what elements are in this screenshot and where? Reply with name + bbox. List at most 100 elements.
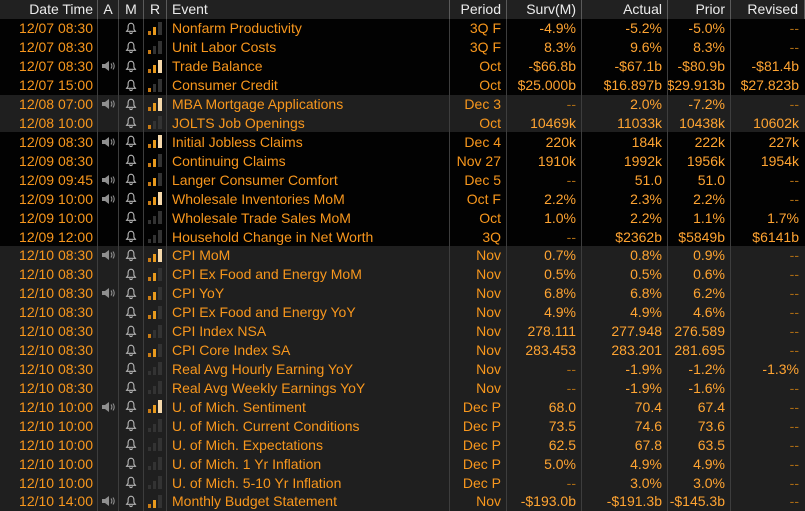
table-row[interactable]: 12/09 08:30 Continuing Claims Nov 27 1910k 1… xyxy=(0,151,805,171)
survey-cell: 283.453 xyxy=(507,340,582,360)
table-row[interactable]: 12/10 10:00 U. of Mich. Sentiment Dec P 68.… xyxy=(0,397,805,417)
bell-icon[interactable] xyxy=(125,306,137,319)
monitor-cell[interactable] xyxy=(119,75,144,95)
event-cell: CPI MoM xyxy=(167,245,450,265)
bell-icon[interactable] xyxy=(125,98,137,111)
table-row[interactable]: 12/09 12:00 Household Change in Net Worth… xyxy=(0,227,805,246)
bell-icon[interactable] xyxy=(125,22,137,35)
table-row[interactable]: 12/08 07:00 MBA Mortgage Applications Dec … xyxy=(0,94,805,114)
table-row[interactable]: 12/10 10:00 U. of Mich. Expectations Dec P… xyxy=(0,435,805,455)
monitor-cell[interactable] xyxy=(119,18,144,38)
actual-cell: -1.9% xyxy=(582,378,668,398)
survey-cell: 220k xyxy=(507,132,582,152)
monitor-cell[interactable] xyxy=(119,340,144,360)
table-row[interactable]: 12/07 08:30 Unit Labor Costs 3Q F 8.3% 9.6% 8… xyxy=(0,37,805,57)
table-row[interactable]: 12/09 08:30 Initial Jobless Claims Dec 4 22… xyxy=(0,132,805,152)
bell-icon[interactable] xyxy=(125,400,137,413)
datetime-cell: 12/10 08:30 xyxy=(0,340,98,360)
speaker-icon xyxy=(102,250,115,261)
period-cell: Dec P xyxy=(450,473,507,492)
bell-icon[interactable] xyxy=(125,60,137,73)
monitor-cell[interactable] xyxy=(119,94,144,114)
datetime-cell: 12/10 10:00 xyxy=(0,397,98,417)
table-row[interactable]: 12/07 15:00 Consumer Credit Oct $25.000b $16… xyxy=(0,75,805,95)
survey-cell: -- xyxy=(507,94,582,114)
table-row[interactable]: 12/09 09:45 Langer Consumer Comfort Dec 5-… xyxy=(0,170,805,190)
table-row[interactable]: 12/10 10:00 U. of Mich. 1 Yr Inflation Dec… xyxy=(0,454,805,474)
table-row[interactable]: 12/09 10:00 Wholesale Inventories MoM Oct … xyxy=(0,189,805,209)
relevance-cell xyxy=(144,378,167,398)
monitor-cell[interactable] xyxy=(119,321,144,341)
monitor-cell[interactable] xyxy=(119,113,144,133)
monitor-cell[interactable] xyxy=(119,454,144,474)
relevance-cell xyxy=(144,397,167,417)
datetime-cell: 12/10 14:00 xyxy=(0,491,98,511)
bell-icon[interactable] xyxy=(125,457,137,470)
bell-icon[interactable] xyxy=(125,362,137,375)
table-row[interactable]: 12/10 14:00 Monthly Budget Statement Nov -$… xyxy=(0,491,805,511)
monitor-cell[interactable] xyxy=(119,170,144,190)
monitor-cell[interactable] xyxy=(119,227,144,246)
bell-icon[interactable] xyxy=(125,211,137,224)
table-row[interactable]: 12/10 08:30 Real Avg Hourly Earning YoY No… xyxy=(0,359,805,379)
monitor-cell[interactable] xyxy=(119,473,144,492)
monitor-cell[interactable] xyxy=(119,208,144,228)
bell-icon[interactable] xyxy=(125,79,137,92)
table-row[interactable]: 12/09 10:00 Wholesale Trade Sales MoM Oct 1… xyxy=(0,208,805,228)
bell-icon[interactable] xyxy=(125,230,137,243)
monitor-cell[interactable] xyxy=(119,416,144,436)
monitor-cell[interactable] xyxy=(119,132,144,152)
period-cell: Oct F xyxy=(450,189,507,209)
table-row[interactable]: 12/10 08:30 CPI Index NSA Nov 278.111 277.94… xyxy=(0,321,805,341)
table-row[interactable]: 12/10 08:30 CPI Ex Food and Energy YoY Nov… xyxy=(0,302,805,322)
table-row[interactable]: 12/10 08:30 CPI MoM Nov 0.7% 0.8% 0.9% -- xyxy=(0,245,805,265)
monitor-cell[interactable] xyxy=(119,359,144,379)
table-row[interactable]: 12/10 08:30 CPI Core Index SA Nov 283.453 28… xyxy=(0,340,805,360)
bell-icon[interactable] xyxy=(125,476,137,489)
prior-cell: -1.6% xyxy=(668,378,731,398)
relevance-cell xyxy=(144,56,167,76)
monitor-cell[interactable] xyxy=(119,435,144,455)
datetime-cell: 12/07 08:30 xyxy=(0,18,98,38)
bell-icon[interactable] xyxy=(125,495,137,508)
monitor-cell[interactable] xyxy=(119,189,144,209)
monitor-cell[interactable] xyxy=(119,378,144,398)
bell-icon[interactable] xyxy=(125,287,137,300)
monitor-cell[interactable] xyxy=(119,302,144,322)
monitor-cell[interactable] xyxy=(119,264,144,284)
monitor-cell[interactable] xyxy=(119,491,144,511)
table-row[interactable]: 12/10 08:30 CPI YoY Nov 6.8% 6.8% 6.2% -- xyxy=(0,283,805,303)
monitor-cell[interactable] xyxy=(119,151,144,171)
bell-icon[interactable] xyxy=(125,381,137,394)
table-row[interactable]: 12/07 08:30 Nonfarm Productivity 3Q F -4.9%… xyxy=(0,18,805,38)
bell-icon[interactable] xyxy=(125,325,137,338)
datetime-cell: 12/10 08:30 xyxy=(0,245,98,265)
monitor-cell[interactable] xyxy=(119,37,144,57)
table-row[interactable]: 12/10 08:30 CPI Ex Food and Energy MoM Nov… xyxy=(0,264,805,284)
bell-icon[interactable] xyxy=(125,249,137,262)
bell-icon[interactable] xyxy=(125,344,137,357)
bell-icon[interactable] xyxy=(125,135,137,148)
table-row[interactable]: 12/10 08:30 Real Avg Weekly Earnings YoY N… xyxy=(0,378,805,398)
table-row[interactable]: 12/08 10:00 JOLTS Job Openings Oct 10469k 11… xyxy=(0,113,805,133)
table-row[interactable]: 12/07 08:30 Trade Balance Oct -$66.8b -$67.1… xyxy=(0,56,805,76)
bell-icon[interactable] xyxy=(125,154,137,167)
event-cell: U. of Mich. 5-10 Yr Inflation xyxy=(167,473,450,492)
monitor-cell[interactable] xyxy=(119,56,144,76)
bell-icon[interactable] xyxy=(125,438,137,451)
column-header-revised: Revised xyxy=(731,0,805,19)
table-row[interactable]: 12/10 10:00 U. of Mich. 5-10 Yr Inflation… xyxy=(0,473,805,492)
bell-icon[interactable] xyxy=(125,192,137,205)
survey-cell: 0.7% xyxy=(507,245,582,265)
monitor-cell[interactable] xyxy=(119,283,144,303)
bell-icon[interactable] xyxy=(125,116,137,129)
monitor-cell[interactable] xyxy=(119,397,144,417)
bell-icon[interactable] xyxy=(125,41,137,54)
bell-icon[interactable] xyxy=(125,419,137,432)
bell-icon[interactable] xyxy=(125,268,137,281)
monitor-cell[interactable] xyxy=(119,245,144,265)
table-row[interactable]: 12/10 10:00 U. of Mich. Current Condition… xyxy=(0,416,805,436)
event-cell: Continuing Claims xyxy=(167,151,450,171)
event-cell: Consumer Credit xyxy=(167,75,450,95)
bell-icon[interactable] xyxy=(125,173,137,186)
